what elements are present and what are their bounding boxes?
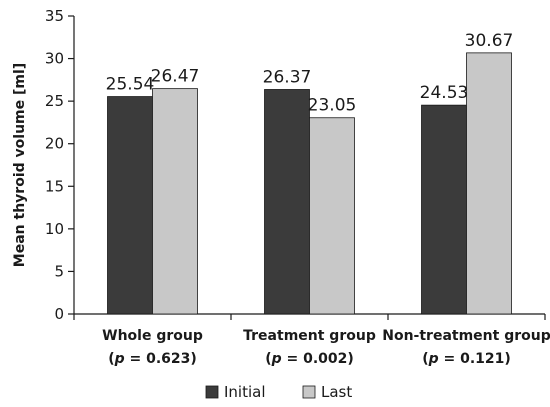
y-axis-title-group: Mean thyroid volume [ml]: [12, 63, 28, 267]
legend-swatch-last: [302, 385, 316, 399]
x-category-label: Treatment group: [243, 328, 376, 344]
value-label: 25.54: [106, 75, 155, 95]
y-tick-label: 30: [45, 50, 64, 68]
y-tick-label: 0: [54, 305, 64, 323]
x-category-label: Whole group: [102, 328, 203, 344]
legend-label-last: Last: [321, 383, 352, 401]
value-label: 26.47: [151, 67, 200, 87]
y-tick-label: 5: [54, 262, 64, 280]
y-tick-label: 20: [45, 135, 64, 153]
value-label: 30.67: [465, 31, 514, 51]
y-tick-label: 25: [45, 92, 64, 110]
x-category-pvalue: (p = 0.121): [422, 351, 511, 367]
y-ticks: 0 5 10 15 20 25 30 35: [45, 7, 74, 323]
bar-last-2: [309, 117, 355, 315]
bar-last-1: [152, 88, 198, 315]
value-label: 23.05: [308, 96, 357, 116]
bar-last-3: [466, 52, 512, 315]
legend-label-initial: Initial: [224, 383, 266, 401]
legend: Initial Last: [205, 383, 352, 401]
y-axis-title: Mean thyroid volume [ml]: [12, 63, 28, 267]
x-category-label: Non-treatment group: [382, 328, 550, 344]
x-category-labels: Whole group (p = 0.623) Treatment group (p …: [102, 328, 550, 367]
value-label: 26.37: [263, 67, 312, 87]
legend-swatch-initial: [205, 385, 219, 399]
bar-initial-2: [264, 89, 310, 315]
bar-initial-1: [107, 96, 153, 315]
y-tick-label: 15: [45, 177, 64, 195]
x-category-pvalue: (p = 0.002): [265, 351, 354, 367]
x-category-pvalue: (p = 0.623): [108, 351, 197, 367]
value-label: 24.53: [420, 83, 469, 103]
bar-initial-3: [421, 104, 467, 315]
y-tick-label: 10: [45, 220, 64, 238]
bars: [107, 52, 512, 315]
y-tick-label: 35: [45, 7, 64, 25]
